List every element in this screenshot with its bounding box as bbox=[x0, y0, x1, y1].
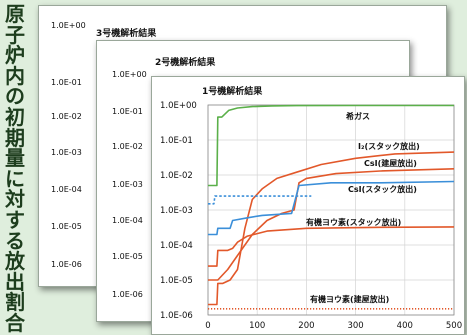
series-line-4 bbox=[208, 195, 312, 205]
unit2-ytick: 1.0E-01 bbox=[112, 107, 143, 116]
unit3-ytick: 1.0E+00 bbox=[51, 21, 86, 30]
unit3-ytick: 1.0E-02 bbox=[51, 112, 82, 121]
series-label-3: CsI(スタック放出) bbox=[348, 184, 417, 194]
unit2-title: 2号機解析結果 bbox=[155, 58, 216, 68]
y-tick-label: 1.0E-02 bbox=[160, 171, 193, 181]
unit2-ytick: 1.0E-06 bbox=[112, 290, 143, 299]
unit2-ytick: 1.0E-02 bbox=[112, 142, 143, 151]
unit1-chart-card: 1号機解析結果 1.0E+00 1.0E-01 1.0E-02 1.0E-03 1.0E… bbox=[151, 76, 465, 335]
unit2-ytick: 1.0E-04 bbox=[112, 216, 143, 225]
unit1-title: 1号機解析結果 bbox=[202, 87, 263, 97]
series-line-5 bbox=[208, 226, 455, 267]
x-tick-label: 500 bbox=[446, 321, 462, 331]
series-label-5: 有機ヨウ素(スタック放出) bbox=[306, 217, 401, 227]
x-tick-label: 0 bbox=[205, 321, 210, 331]
unit2-ytick: 1.0E-03 bbox=[112, 180, 143, 189]
unit1-chart: 1.0E+00 1.0E-01 1.0E-02 1.0E-03 1.0E-04 1.0E-… bbox=[160, 101, 462, 331]
series-line-1 bbox=[208, 151, 455, 306]
y-tick-label: 1.0E-06 bbox=[160, 311, 193, 321]
series-line-0 bbox=[208, 104, 454, 187]
unit3-title: 3号機解析結果 bbox=[96, 29, 157, 39]
y-tick-label: 1.0E-01 bbox=[160, 136, 193, 146]
unit3-ytick: 1.0E-05 bbox=[51, 222, 82, 231]
x-tick-label: 200 bbox=[298, 321, 314, 331]
series-label-1: I₂(スタック放出) bbox=[358, 141, 420, 151]
unit3-ytick: 1.0E-06 bbox=[51, 260, 82, 269]
x-tick-label: 300 bbox=[347, 321, 363, 331]
unit3-ytick: 1.0E-01 bbox=[51, 78, 82, 87]
y-tick-label: 1.0E+00 bbox=[160, 101, 197, 111]
series-line-3 bbox=[208, 180, 455, 236]
series-label-2: CsI(建屋放出) bbox=[364, 158, 417, 168]
unit3-ytick: 1.0E-03 bbox=[51, 148, 82, 157]
y-tick-label: 1.0E-05 bbox=[160, 276, 193, 286]
unit3-ytick: 1.0E-04 bbox=[51, 185, 82, 194]
unit2-ytick: 1.0E+00 bbox=[112, 70, 147, 79]
y-tick-label: 1.0E-03 bbox=[160, 206, 193, 216]
x-tick-label: 100 bbox=[249, 321, 265, 331]
series-label-0: 希ガス bbox=[346, 111, 370, 121]
series-label-6: 有機ヨウ素(建屋放出) bbox=[310, 294, 389, 304]
side-title: 原子炉内の初期量に対する放出割合 bbox=[5, 2, 25, 335]
y-tick-label: 1.0E-04 bbox=[160, 241, 193, 251]
x-tick-label: 400 bbox=[397, 321, 413, 331]
unit2-ytick: 1.0E-05 bbox=[112, 252, 143, 261]
